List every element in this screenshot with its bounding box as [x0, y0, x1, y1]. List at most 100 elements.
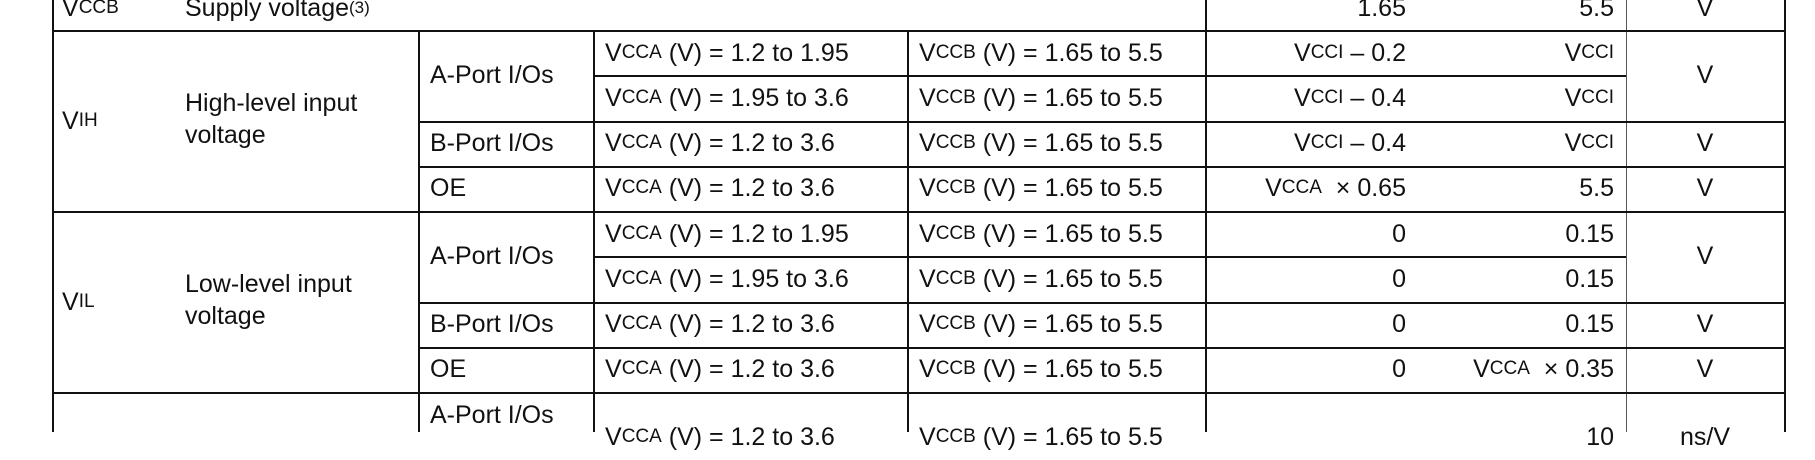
port-label: OE [430, 355, 467, 384]
table-right-border [1784, 0, 1786, 432]
port-label: B-Port I/Os [430, 310, 554, 339]
vil-symbol-letter: V [62, 287, 79, 316]
min-text: 0 [1392, 310, 1406, 339]
row-rule [52, 30, 1786, 32]
min-value: 0 [1205, 211, 1406, 256]
vih-symbol: V IH [62, 106, 98, 135]
row-rule [418, 301, 1786, 304]
vccb-text: (V) = 1.65 to 5.5 [975, 129, 1163, 158]
unit-cell: V [1626, 211, 1784, 302]
vcca-text: (V) = 1.2 to 3.6 [661, 355, 835, 384]
vil-description: Low-level input voltage [185, 268, 352, 332]
row-rule [593, 256, 1626, 259]
vcca-text: (V) = 1.2 to 3.6 [661, 174, 835, 203]
vcca-condition: V CCA (V) = 1.95 to 3.6 [605, 83, 849, 112]
vil-description-line2: voltage [185, 301, 266, 330]
port-cell: OE [430, 166, 593, 211]
port-label: A-Port I/Os [430, 400, 554, 429]
max-text: 0.15 [1565, 219, 1614, 248]
max-text: 0.15 [1565, 310, 1614, 339]
max-symbol: V [1564, 38, 1582, 67]
supply-description: Supply voltage (3) [185, 0, 485, 30]
vcca-condition: V CCA (V) = 1.2 to 3.6 [605, 310, 835, 339]
vccb-symbol: V [919, 38, 936, 67]
vih-symbol-letter: V [62, 106, 79, 135]
unit-value: V [1696, 242, 1714, 271]
unit-value: V [1696, 174, 1714, 203]
vcca-symbol: V [605, 83, 622, 112]
column-rule-min [1205, 0, 1207, 432]
vcca-symbol: V [605, 174, 622, 203]
vcca-text: (V) = 1.2 to 3.6 [661, 310, 835, 339]
vccb-condition: V CCB (V) = 1.65 to 5.5 [919, 219, 1163, 248]
column-rule-vccb [907, 30, 909, 432]
column-rule-port [418, 30, 420, 432]
unit-value: ns/V [1679, 423, 1731, 452]
vccb-condition: V CCB (V) = 1.65 to 5.5 [919, 129, 1163, 158]
min-text: – 0.4 [1343, 129, 1406, 158]
supply-symbol: V CCB [62, 0, 182, 30]
row-rule [593, 75, 1626, 78]
vcca-symbol: V [605, 264, 622, 293]
port-label: A-Port I/Os [430, 61, 554, 90]
vcca-symbol: V [605, 355, 622, 384]
row-rule [52, 211, 1786, 213]
vil-symbol: V IL [62, 287, 95, 316]
vccb-text: (V) = 1.65 to 5.5 [975, 355, 1163, 384]
min-text: – 0.2 [1343, 38, 1406, 67]
vcca-text: (V) = 1.95 to 3.6 [661, 264, 849, 293]
vccb-condition: V CCB (V) = 1.65 to 5.5 [919, 355, 1163, 384]
min-value: V CCI – 0.4 [1294, 129, 1406, 158]
unit-value: V [1696, 61, 1714, 90]
max-value: 0.15 [1205, 302, 1614, 347]
vcca-symbol: V [605, 38, 622, 67]
vccb-text: (V) = 1.65 to 5.5 [975, 83, 1163, 112]
unit-cell: V [1626, 30, 1784, 121]
column-rule-vcca [593, 30, 595, 432]
supply-max-value: 5.5 [1579, 0, 1614, 22]
vcca-text: (V) = 1.2 to 1.95 [661, 219, 849, 248]
port-cell: A-Port I/Os [430, 392, 593, 437]
min-symbol: V [1294, 129, 1311, 158]
vih-description-line1: High-level input [185, 88, 358, 117]
supply-unit: V [1626, 0, 1784, 30]
max-value: 0.15 [1205, 211, 1614, 256]
vccb-symbol: V [919, 83, 936, 112]
vcca-condition: V CCA (V) = 1.2 to 3.6 [605, 355, 835, 384]
port-label: OE [430, 174, 467, 203]
column-rule-unit [1626, 0, 1627, 432]
vcca-symbol: V [605, 423, 622, 452]
min-text: 0 [1392, 355, 1406, 384]
vccb-symbol: V [919, 310, 936, 339]
supply-min-value: 1.65 [1357, 0, 1406, 22]
min-value: 0 [1205, 347, 1406, 392]
supply-max: 5.5 [1205, 0, 1614, 30]
vccb-symbol: V [919, 219, 936, 248]
unit-cell: V [1626, 121, 1784, 166]
vcca-symbol: V [605, 310, 622, 339]
row-rule [418, 346, 1786, 349]
port-label: A-Port I/Os [430, 242, 554, 271]
vcca-symbol: V [605, 219, 622, 248]
port-label: B-Port I/Os [430, 129, 554, 158]
unit-cell: ns/V [1626, 415, 1784, 460]
unit-value: V [1696, 310, 1714, 339]
supply-description-text: Supply voltage [185, 0, 350, 22]
max-text: 5.5 [1579, 174, 1614, 203]
vccb-text: (V) = 1.65 to 5.5 [975, 174, 1163, 203]
vccb-symbol: V [919, 355, 936, 384]
vccb-condition: V CCB (V) = 1.65 to 5.5 [919, 38, 1163, 67]
unit-value: V [1696, 355, 1714, 384]
min-text: × 0.65 [1321, 174, 1406, 203]
vcca-text: (V) = 1.2 to 3.6 [661, 423, 835, 452]
vccb-text: (V) = 1.65 to 5.5 [975, 38, 1163, 67]
min-symbol: V [1294, 83, 1311, 112]
row-rule [418, 120, 1786, 123]
vccb-condition: V CCB (V) = 1.65 to 5.5 [919, 83, 1163, 112]
port-cell: A-Port I/Os [430, 211, 593, 302]
vcca-symbol: V [605, 129, 622, 158]
min-text: – 0.4 [1343, 83, 1406, 112]
max-value: V CCA × 0.35 [1473, 355, 1614, 384]
port-cell: B-Port I/Os [430, 302, 593, 347]
max-value: V CCI [1564, 83, 1614, 112]
